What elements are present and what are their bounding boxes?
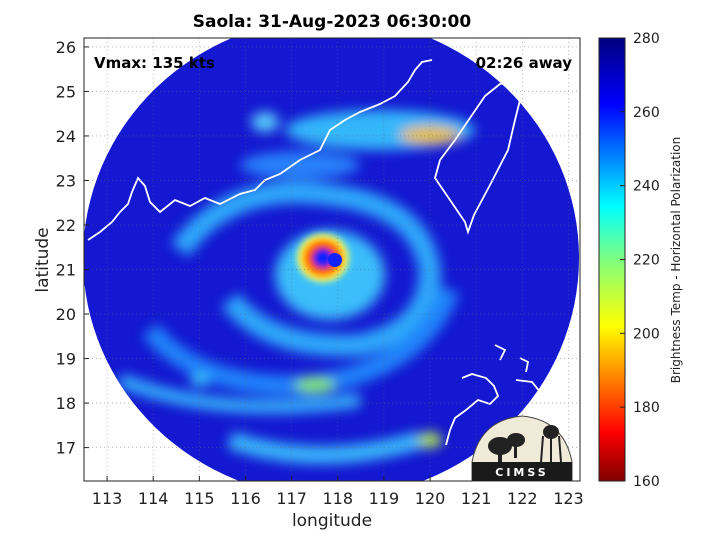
colorbar: 160 180 200 220 240 260 280 Brightness Temp - … bbox=[598, 31, 683, 490]
colorbar-tick-label: 240 bbox=[633, 179, 660, 195]
axes-frame bbox=[83, 37, 581, 482]
y-tick-label: 21 bbox=[56, 261, 76, 280]
colorbar-tick-label: 180 bbox=[633, 400, 660, 416]
colorbar-tick-label: 200 bbox=[633, 326, 660, 342]
y-tick-label: 23 bbox=[56, 171, 76, 190]
brightness-temperature-swath bbox=[84, 38, 579, 481]
x-tick-label: 119 bbox=[369, 489, 400, 508]
vmax-annotation: Vmax: 135 kts bbox=[94, 54, 215, 72]
colorbar-tick-label: 160 bbox=[633, 474, 660, 490]
x-tick-label: 117 bbox=[276, 489, 307, 508]
colorbar-ticks: 160 180 200 220 240 260 280 bbox=[620, 31, 660, 490]
x-axis-label: longitude bbox=[292, 511, 372, 531]
x-tick-label: 113 bbox=[92, 489, 123, 508]
colorbar-tick-label: 280 bbox=[633, 31, 660, 47]
cimss-logo: CIMSS bbox=[471, 415, 573, 482]
x-tick-label: 120 bbox=[415, 489, 446, 508]
colorbar-tick-label: 220 bbox=[633, 253, 660, 269]
x-tick-label: 116 bbox=[230, 489, 261, 508]
y-tick-label: 22 bbox=[56, 216, 76, 235]
x-tick-label: 123 bbox=[553, 489, 584, 508]
x-tick-label: 115 bbox=[184, 489, 215, 508]
svg-text:CIMSS: CIMSS bbox=[495, 466, 548, 479]
colorbar-tick-label: 260 bbox=[633, 105, 660, 121]
y-tick-label: 25 bbox=[56, 82, 76, 101]
age-annotation: 02:26 away bbox=[476, 54, 573, 72]
x-tick-label: 114 bbox=[138, 489, 169, 508]
x-tick-label: 121 bbox=[461, 489, 492, 508]
y-tick-label: 19 bbox=[56, 350, 76, 369]
y-axis-label: latitude bbox=[33, 227, 53, 292]
grid bbox=[84, 38, 580, 481]
x-tick-label: 118 bbox=[322, 489, 353, 508]
x-tick-label: 122 bbox=[507, 489, 538, 508]
chart-title: Saola: 31-Aug-2023 06:30:00 bbox=[193, 12, 472, 32]
y-tick-label: 18 bbox=[56, 394, 76, 413]
coastline bbox=[87, 59, 547, 446]
y-tick-label: 17 bbox=[56, 439, 76, 458]
colorbar-label: Brightness Temp - Horizontal Polarizatio… bbox=[669, 137, 683, 384]
y-tick-label: 20 bbox=[56, 305, 76, 324]
y-tick-label: 26 bbox=[56, 38, 76, 57]
x-axis-ticks: 113 114 115 116 117 118 119 120 121 122 123 bbox=[92, 476, 584, 508]
y-axis-ticks: 17 18 19 20 21 22 23 24 25 26 bbox=[56, 38, 89, 458]
y-tick-label: 24 bbox=[56, 127, 76, 146]
